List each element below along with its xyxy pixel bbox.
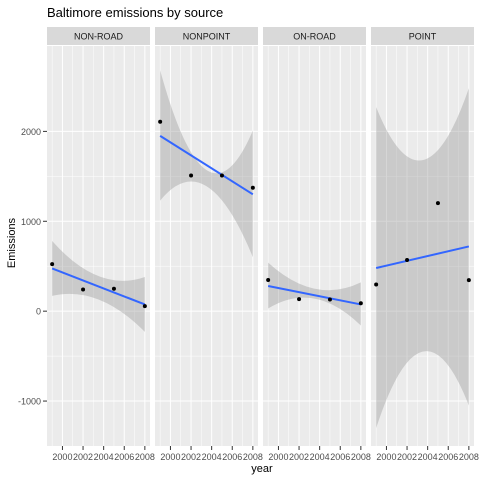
facet-strip [155,27,258,45]
x-tick-label: 2006 [222,452,242,462]
x-tick-label: 2004 [418,452,438,462]
panel-background [371,46,474,446]
fit-line [51,267,146,306]
x-tick-label: 2002 [397,452,417,462]
x-tick-label: 2002 [73,452,93,462]
x-tick-label: 2006 [330,452,350,462]
facet-strip-label: ON-ROAD [293,32,336,42]
y-tick-label: -1000 [18,397,41,407]
data-point [358,301,363,306]
y-tick-label: 1000 [21,217,41,227]
x-tick-label: 2002 [181,452,201,462]
facet-strip [371,27,474,45]
data-point [81,287,86,292]
fit-line [159,135,254,196]
chart-title: Baltimore emissions by source [47,5,223,20]
y-tick-label: 2000 [21,127,41,137]
facet-panel-non-road: NON-ROAD 2000 2002 2004 2006 2008 [47,27,155,462]
data-point [142,304,147,309]
y-tick-label: 0 [36,307,41,317]
data-point [297,297,302,302]
x-tick-label: 2008 [243,452,263,462]
data-point [435,201,440,206]
data-point [374,282,379,287]
facet-strip [263,27,366,45]
data-point [189,173,194,178]
x-tick-label: 2004 [310,452,330,462]
panel-background [155,46,258,446]
data-point [327,297,332,302]
x-tick-label: 2008 [459,452,479,462]
x-tick-label: 2008 [351,452,371,462]
data-point [266,277,271,282]
data-point [250,185,255,190]
facet-strip-label: NON-ROAD [74,32,123,42]
y-axis-label: Emissions [6,217,18,268]
data-point [111,286,116,291]
confidence-band [160,70,253,258]
x-tick-label: 2004 [202,452,222,462]
x-tick-label: 2006 [438,452,458,462]
panel-background [263,46,366,446]
x-tick-label: 2006 [114,452,134,462]
y-axis: -1000 0 1000 2000 [18,127,47,407]
confidence-band [268,262,361,326]
fit-line [267,285,362,306]
fit-line [375,245,470,269]
x-tick-label: 2000 [52,452,72,462]
x-axis-label: year [251,463,273,475]
facet-panel-point: POINT 2000 2002 2004 2006 2008 [371,27,479,462]
x-tick-label: 2000 [160,452,180,462]
data-point [50,262,55,267]
x-tick-label: 2004 [94,452,114,462]
facet-strip [47,27,150,45]
facet-strip-label: POINT [409,32,437,42]
data-point [405,257,410,262]
panel-background [47,46,150,446]
facet-panel-on-road: ON-ROAD 2000 2002 2004 2006 2008 [263,27,371,462]
facet-panel-nonpoint: NONPOINT 2000 2002 2004 2006 2008 [155,27,263,462]
data-point [158,119,163,124]
data-point [219,173,224,178]
x-tick-label: 2008 [135,452,155,462]
x-tick-label: 2000 [376,452,396,462]
x-tick-label: 2002 [289,452,309,462]
x-tick-label: 2000 [268,452,288,462]
data-point [466,278,471,283]
facet-strip-label: NONPOINT [183,32,231,42]
